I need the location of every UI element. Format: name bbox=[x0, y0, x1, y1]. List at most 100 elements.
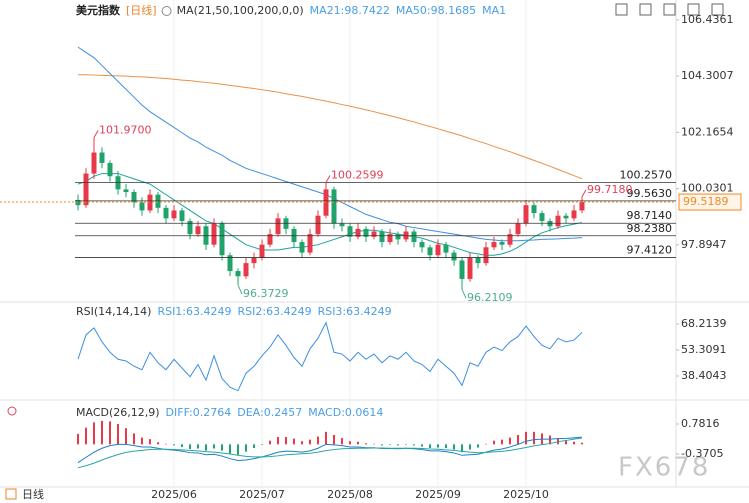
macd-bar bbox=[301, 441, 303, 445]
candle-body bbox=[467, 257, 473, 279]
candle-body bbox=[251, 257, 257, 264]
macd-line bbox=[77, 437, 583, 469]
extreme-label: 100.2599 bbox=[331, 169, 384, 182]
y-tick-label: -0.3705 bbox=[681, 447, 723, 460]
macd-bar bbox=[317, 436, 319, 445]
macd-bar bbox=[101, 420, 103, 445]
macd-bar bbox=[453, 444, 455, 450]
macd-bar bbox=[93, 422, 95, 445]
toolbar-icon[interactable] bbox=[639, 3, 652, 16]
macd-bar bbox=[373, 443, 375, 445]
header-text: MA(21,50,100,200,0,0) bbox=[177, 4, 304, 17]
macd-bar bbox=[325, 431, 327, 445]
candle-body bbox=[499, 242, 505, 245]
candle-body bbox=[475, 257, 481, 264]
toolbar-icon[interactable] bbox=[663, 3, 676, 16]
macd-bar bbox=[413, 444, 415, 446]
candle-body bbox=[259, 244, 265, 258]
toolbar-icon[interactable] bbox=[687, 3, 700, 16]
candle-body bbox=[219, 223, 225, 256]
x-tick-label: 2025/09 bbox=[415, 488, 461, 501]
level-label: 98.7140 bbox=[627, 209, 673, 222]
period-button[interactable]: 日线 bbox=[22, 487, 44, 501]
candle-body bbox=[99, 152, 105, 164]
header-text: RSI(14,14,14) bbox=[76, 305, 151, 318]
header-text: MACD(26,12,9) bbox=[76, 406, 160, 419]
candle-body bbox=[123, 189, 129, 193]
macd-bar bbox=[469, 444, 471, 450]
extreme-leader bbox=[461, 288, 467, 299]
settings-icon[interactable] bbox=[7, 406, 17, 416]
macd-bar bbox=[261, 444, 263, 445]
macd-bar bbox=[133, 433, 135, 445]
period-icon[interactable] bbox=[5, 488, 17, 500]
macd-bar bbox=[181, 444, 183, 447]
macd-bar bbox=[237, 444, 239, 455]
candle-body bbox=[91, 152, 97, 174]
macd-bar bbox=[157, 442, 159, 445]
macd-bar bbox=[493, 440, 495, 445]
header-text: 美元指数 bbox=[76, 3, 121, 17]
candle-body bbox=[363, 228, 369, 237]
candle-body bbox=[371, 231, 377, 237]
macd-bar bbox=[421, 444, 423, 447]
candle-body bbox=[387, 234, 393, 243]
extreme-label: 96.2109 bbox=[467, 291, 513, 304]
current-price-tag bbox=[678, 193, 742, 211]
macd-bar bbox=[141, 437, 143, 445]
macd-bar bbox=[213, 444, 215, 449]
candle-body bbox=[227, 255, 233, 272]
x-tick-label: 2025/07 bbox=[239, 488, 285, 501]
candle-body bbox=[275, 218, 281, 235]
candle-body bbox=[579, 202, 585, 211]
candle-body bbox=[539, 213, 545, 221]
header-text: MA21:98.7422 bbox=[310, 4, 390, 17]
candle-body bbox=[443, 244, 449, 253]
macd-bar bbox=[501, 439, 503, 445]
y-tick-label: 38.4043 bbox=[681, 369, 727, 382]
header-text: RSI1:63.4249 bbox=[157, 305, 231, 318]
y-tick-label: 104.3007 bbox=[681, 69, 734, 82]
y-tick-label: 68.2139 bbox=[681, 317, 727, 330]
ma-line bbox=[78, 74, 583, 180]
y-tick-label: 53.3091 bbox=[681, 343, 727, 356]
header-text: RSI3:63.4249 bbox=[318, 305, 392, 318]
watermark: FX678 bbox=[618, 453, 710, 483]
macd-bar bbox=[277, 437, 279, 445]
macd-bar bbox=[285, 437, 287, 445]
candle-body bbox=[395, 234, 401, 240]
macd-bar bbox=[437, 444, 439, 448]
toolbar-icon[interactable] bbox=[615, 3, 628, 16]
ma-line bbox=[77, 173, 583, 256]
extreme-label: 99.7180 bbox=[587, 183, 633, 196]
y-tick-label: 102.1654 bbox=[681, 125, 734, 138]
candle-body bbox=[139, 202, 145, 211]
candle-body bbox=[171, 210, 177, 219]
macd-bar bbox=[333, 434, 335, 445]
extreme-leader bbox=[237, 284, 243, 295]
macd-bar bbox=[381, 444, 383, 446]
macd-bar bbox=[365, 443, 367, 445]
candle-body bbox=[459, 260, 465, 279]
macd-bar bbox=[581, 442, 583, 445]
y-tick-label: 100.0301 bbox=[681, 182, 734, 195]
macd-bar bbox=[229, 444, 231, 454]
candle-body bbox=[315, 215, 321, 235]
candle-body bbox=[243, 263, 249, 277]
toolbar-icon[interactable] bbox=[711, 3, 724, 16]
candle-body bbox=[355, 228, 361, 237]
macd-bar bbox=[221, 444, 223, 451]
x-tick-label: 2025/10 bbox=[503, 488, 549, 501]
candle-body bbox=[195, 226, 201, 235]
level-label: 100.2570 bbox=[620, 169, 673, 182]
macd-bar bbox=[517, 434, 519, 445]
macd-bar bbox=[485, 443, 487, 445]
x-tick-label: 2025/06 bbox=[151, 488, 197, 501]
candle-body bbox=[307, 234, 313, 253]
macd-bar bbox=[269, 440, 271, 445]
rsi-line bbox=[77, 321, 583, 392]
candle-body bbox=[331, 189, 337, 224]
ma-line bbox=[77, 46, 583, 242]
macd-bar bbox=[405, 444, 407, 445]
